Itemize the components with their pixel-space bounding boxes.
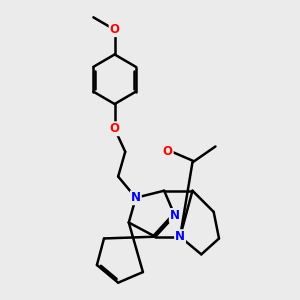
Text: N: N	[175, 230, 185, 243]
Text: N: N	[131, 191, 141, 204]
Text: N: N	[170, 209, 180, 222]
Text: O: O	[163, 145, 173, 158]
Text: O: O	[110, 122, 120, 135]
Text: O: O	[110, 23, 120, 36]
